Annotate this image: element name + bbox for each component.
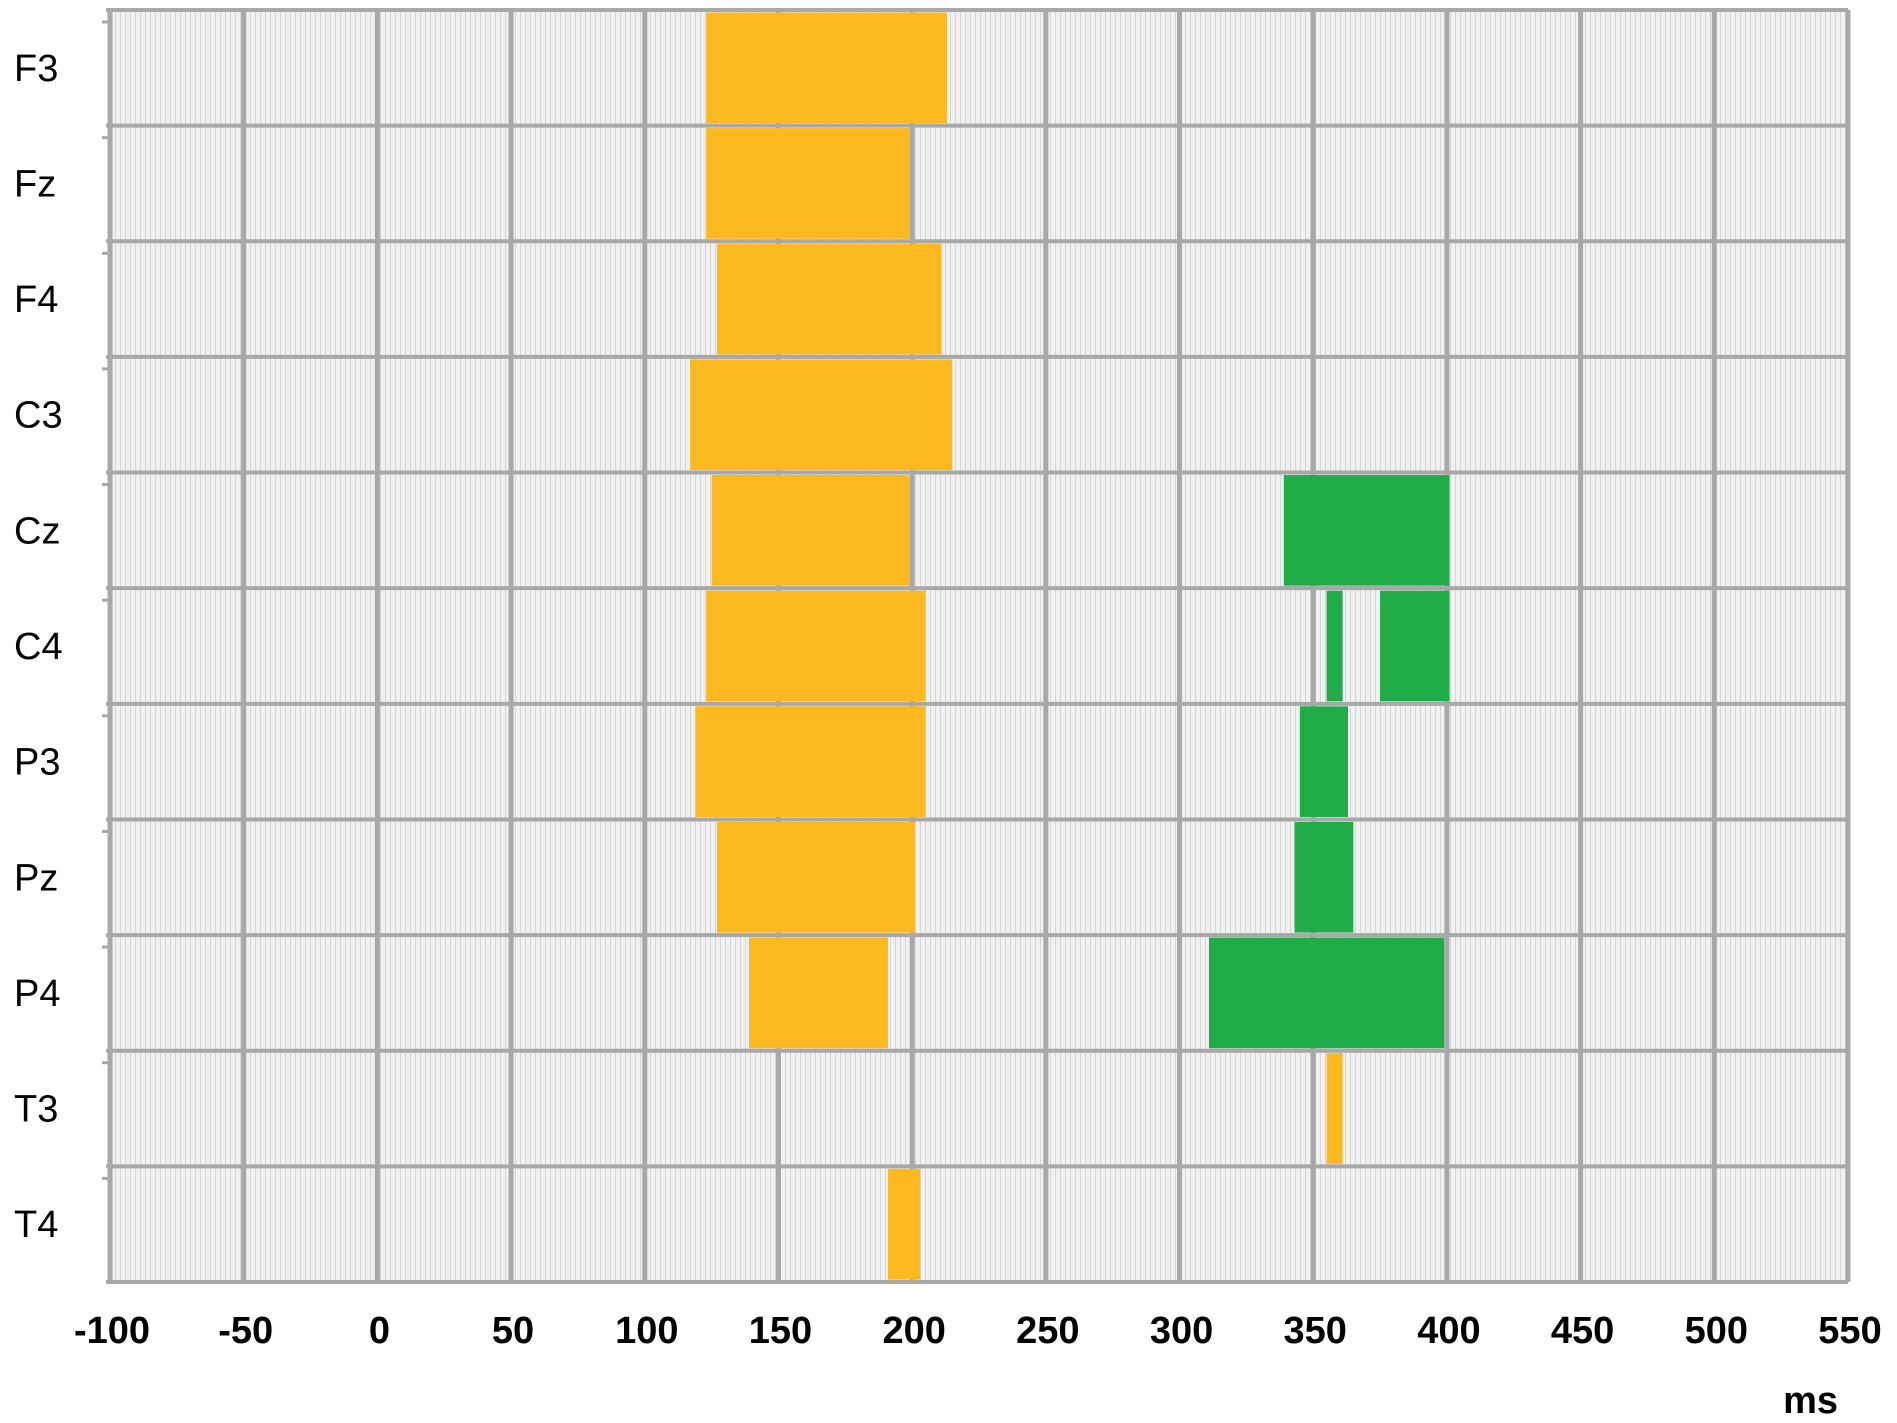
channel-label-p4: P4 [14,973,60,1015]
green-interval-bar-p4 [1208,937,1445,1049]
channel-label-c4: C4 [14,626,63,668]
bars [690,12,1450,1280]
channel-label-t4: T4 [14,1204,58,1246]
orange-interval-bar-t3 [1326,1053,1343,1164]
green-interval-bar-c4 [1326,590,1343,702]
x-tick-label: 150 [749,1310,812,1352]
channel-label-f4: F4 [14,279,58,321]
green-interval-bar-pz [1294,821,1354,933]
x-tick-label: 250 [1016,1310,1079,1352]
x-tick-label: 50 [492,1310,534,1352]
x-axis-unit-label: ms [1783,1380,1838,1422]
channel-label-fz: Fz [14,163,56,205]
x-tick-label: 500 [1685,1310,1748,1352]
channel-label-t3: T3 [14,1089,58,1131]
channel-label-c3: C3 [14,395,63,437]
plot-area [110,10,1848,1282]
row-labels: F3 Fz F4 C3 Cz C4 P3 Pz P4 T3 T4 [14,48,63,1246]
green-interval-bar-p3 [1299,706,1348,817]
green-interval-bar-cz [1283,475,1450,586]
x-tick-label: 400 [1417,1310,1480,1352]
x-tick-label: 350 [1284,1310,1347,1352]
orange-interval-bar-t4 [888,1168,921,1280]
orange-interval-bar-f4 [716,243,942,355]
channel-label-f3: F3 [14,48,58,90]
channel-label-pz: Pz [14,857,58,899]
orange-interval-bar-cz [711,475,910,586]
orange-interval-bar-c3 [690,359,953,471]
green-interval-bar-c4 [1380,590,1450,702]
x-tick-label: 100 [615,1310,678,1352]
x-tick-label: 450 [1551,1310,1614,1352]
orange-interval-bar-p3 [695,706,926,817]
orange-interval-bar-f3 [706,12,947,124]
x-tick-labels: -100 -50 0 50 100 150 200 250 300 350 400 450 500 550 [74,1310,1882,1352]
x-tick-label: -100 [74,1310,150,1352]
channel-label-p3: P3 [14,742,60,784]
plot-background [110,10,1848,1282]
x-tick-label: 550 [1818,1310,1881,1352]
x-tick-label: 0 [369,1310,390,1352]
orange-interval-bar-fz [706,128,910,239]
channel-label-cz: Cz [14,510,60,552]
x-tick-label: 200 [882,1310,945,1352]
x-tick-label: 300 [1150,1310,1213,1352]
orange-interval-bar-c4 [706,590,926,702]
orange-interval-bar-p4 [749,937,889,1049]
orange-interval-bar-pz [716,821,915,933]
x-tick-label: -50 [218,1310,273,1352]
